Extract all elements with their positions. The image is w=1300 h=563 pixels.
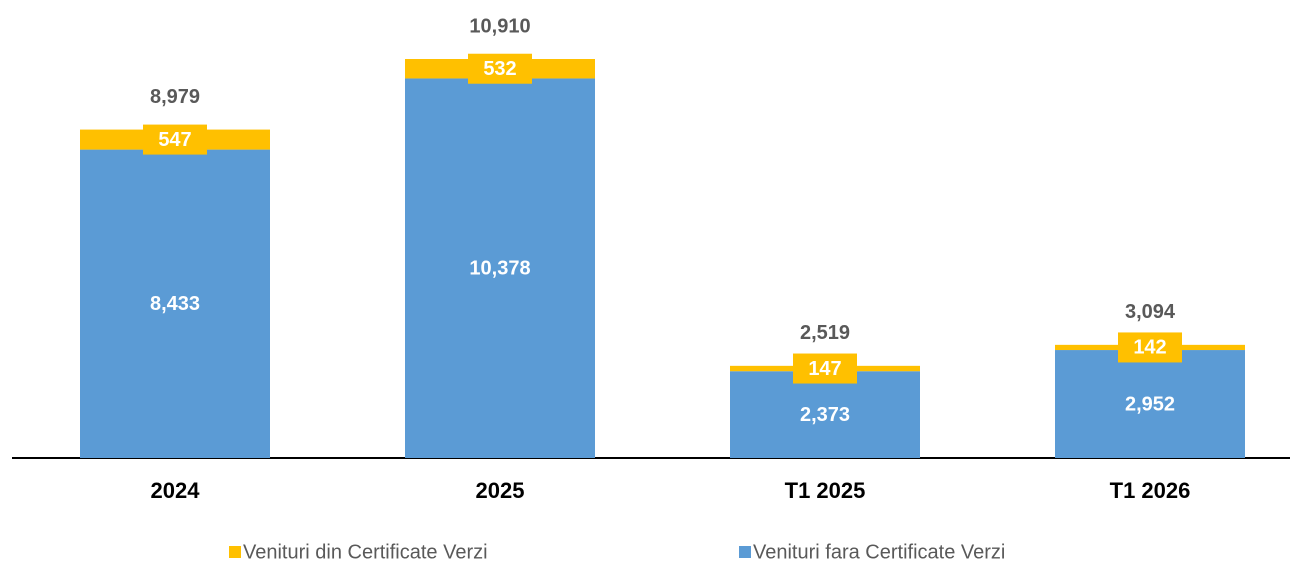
x-tick-label: 2024 [151,478,201,503]
total-label: 2,519 [800,322,850,344]
data-label: 2,952 [1125,393,1175,415]
legend-label: Venituri din Certificate Verzi [243,541,488,563]
bar-segment [1055,350,1245,458]
legend-swatch [739,546,751,558]
label-box [468,53,532,84]
total-label: 10,910 [469,15,530,37]
data-label: 10,378 [469,258,530,280]
data-label: 147 [808,358,841,380]
bar-segment [80,149,270,458]
total-label: 3,094 [1125,301,1176,323]
legend-swatch [229,546,241,558]
total-label: 8,979 [150,86,200,108]
data-label: 547 [158,129,191,151]
x-tick-label: T1 2025 [785,478,866,503]
data-label: 532 [483,58,516,80]
label-box [143,124,207,155]
bar-segment [405,78,595,459]
bar-segment [730,371,920,458]
legend-label: Venituri fara Certificate Verzi [753,541,1005,563]
data-label: 142 [1133,337,1166,359]
data-label: 8,433 [150,293,200,315]
x-tick-label: 2025 [476,478,525,503]
x-tick-label: T1 2026 [1110,478,1191,503]
label-box [1118,332,1182,363]
label-box [793,353,857,384]
data-label: 2,373 [800,404,850,426]
